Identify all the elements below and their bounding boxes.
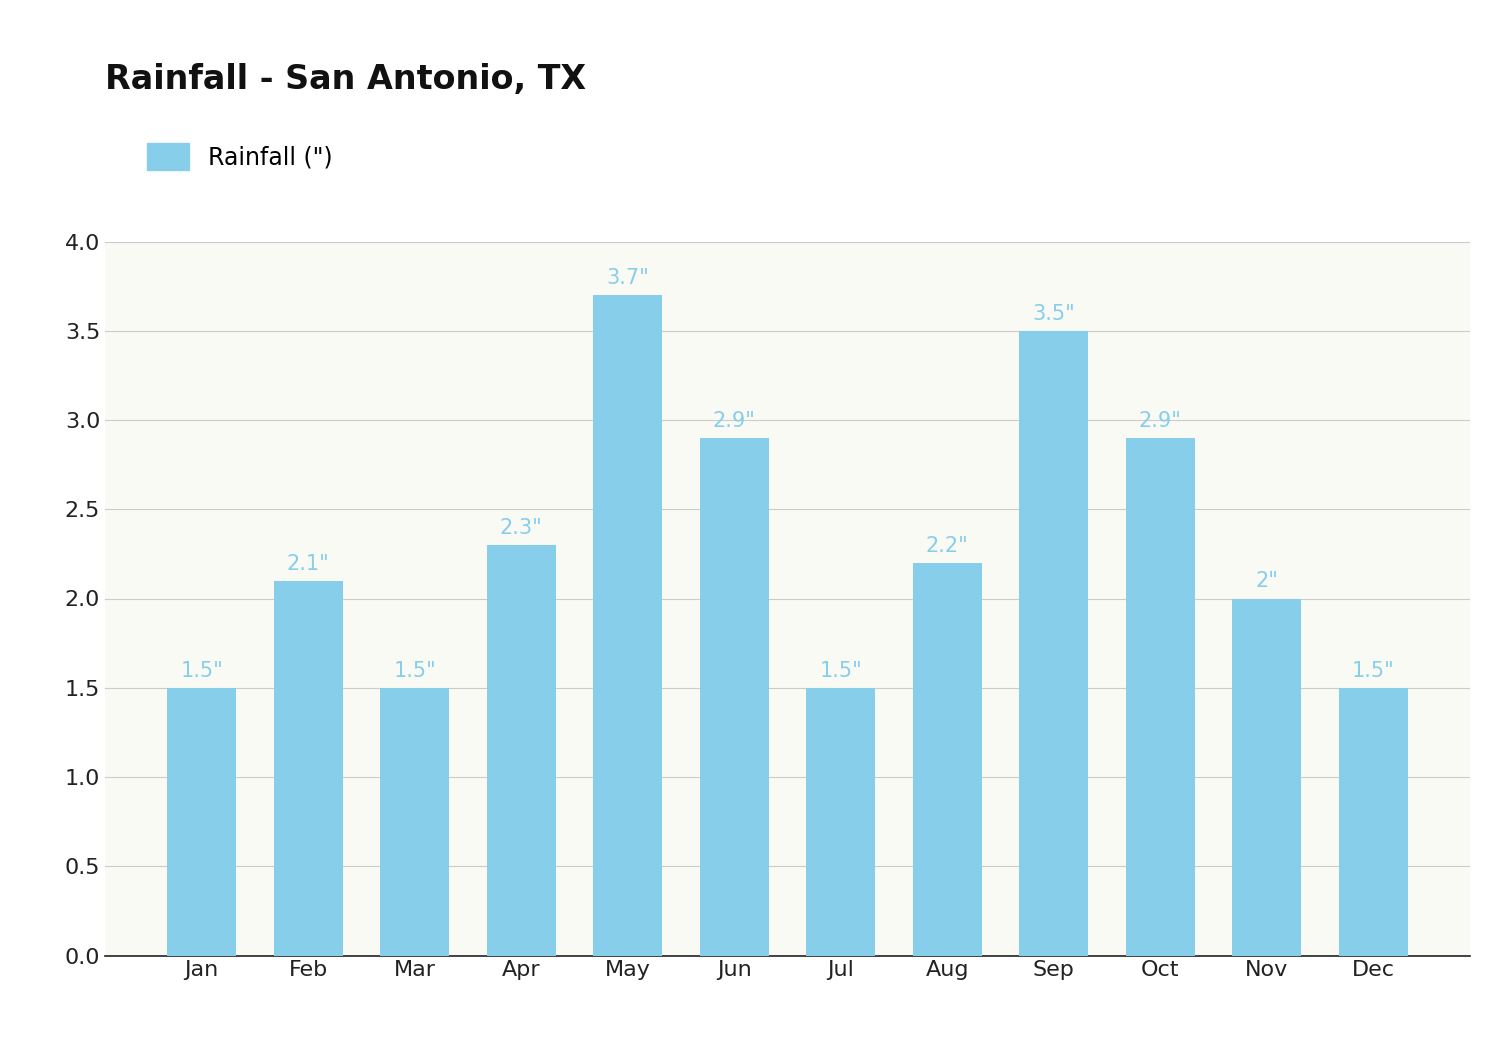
- Text: 2.2": 2.2": [926, 536, 969, 555]
- Text: 1.5": 1.5": [180, 660, 224, 680]
- Bar: [699, 438, 770, 956]
- Bar: [1232, 598, 1302, 956]
- Text: 1.5": 1.5": [1352, 660, 1395, 680]
- Bar: [273, 581, 344, 956]
- Text: 2.9": 2.9": [712, 411, 756, 430]
- Text: 2": 2": [1256, 571, 1278, 591]
- Text: 3.7": 3.7": [606, 268, 650, 288]
- Bar: [1019, 331, 1089, 956]
- Bar: [592, 295, 663, 956]
- Legend: Rainfall ("): Rainfall ("): [147, 143, 333, 170]
- Bar: [380, 688, 450, 956]
- Text: 1.5": 1.5": [393, 660, 436, 680]
- Text: 2.3": 2.3": [500, 518, 543, 538]
- Text: Rainfall - San Antonio, TX: Rainfall - San Antonio, TX: [105, 63, 586, 96]
- Bar: [486, 545, 556, 956]
- Bar: [806, 688, 876, 956]
- Bar: [1338, 688, 1408, 956]
- Bar: [1125, 438, 1196, 956]
- Text: 2.1": 2.1": [286, 553, 330, 573]
- Text: 2.9": 2.9": [1138, 411, 1182, 430]
- Bar: [166, 688, 237, 956]
- Text: 1.5": 1.5": [819, 660, 862, 680]
- Text: 3.5": 3.5": [1032, 303, 1076, 323]
- Bar: [912, 563, 982, 956]
